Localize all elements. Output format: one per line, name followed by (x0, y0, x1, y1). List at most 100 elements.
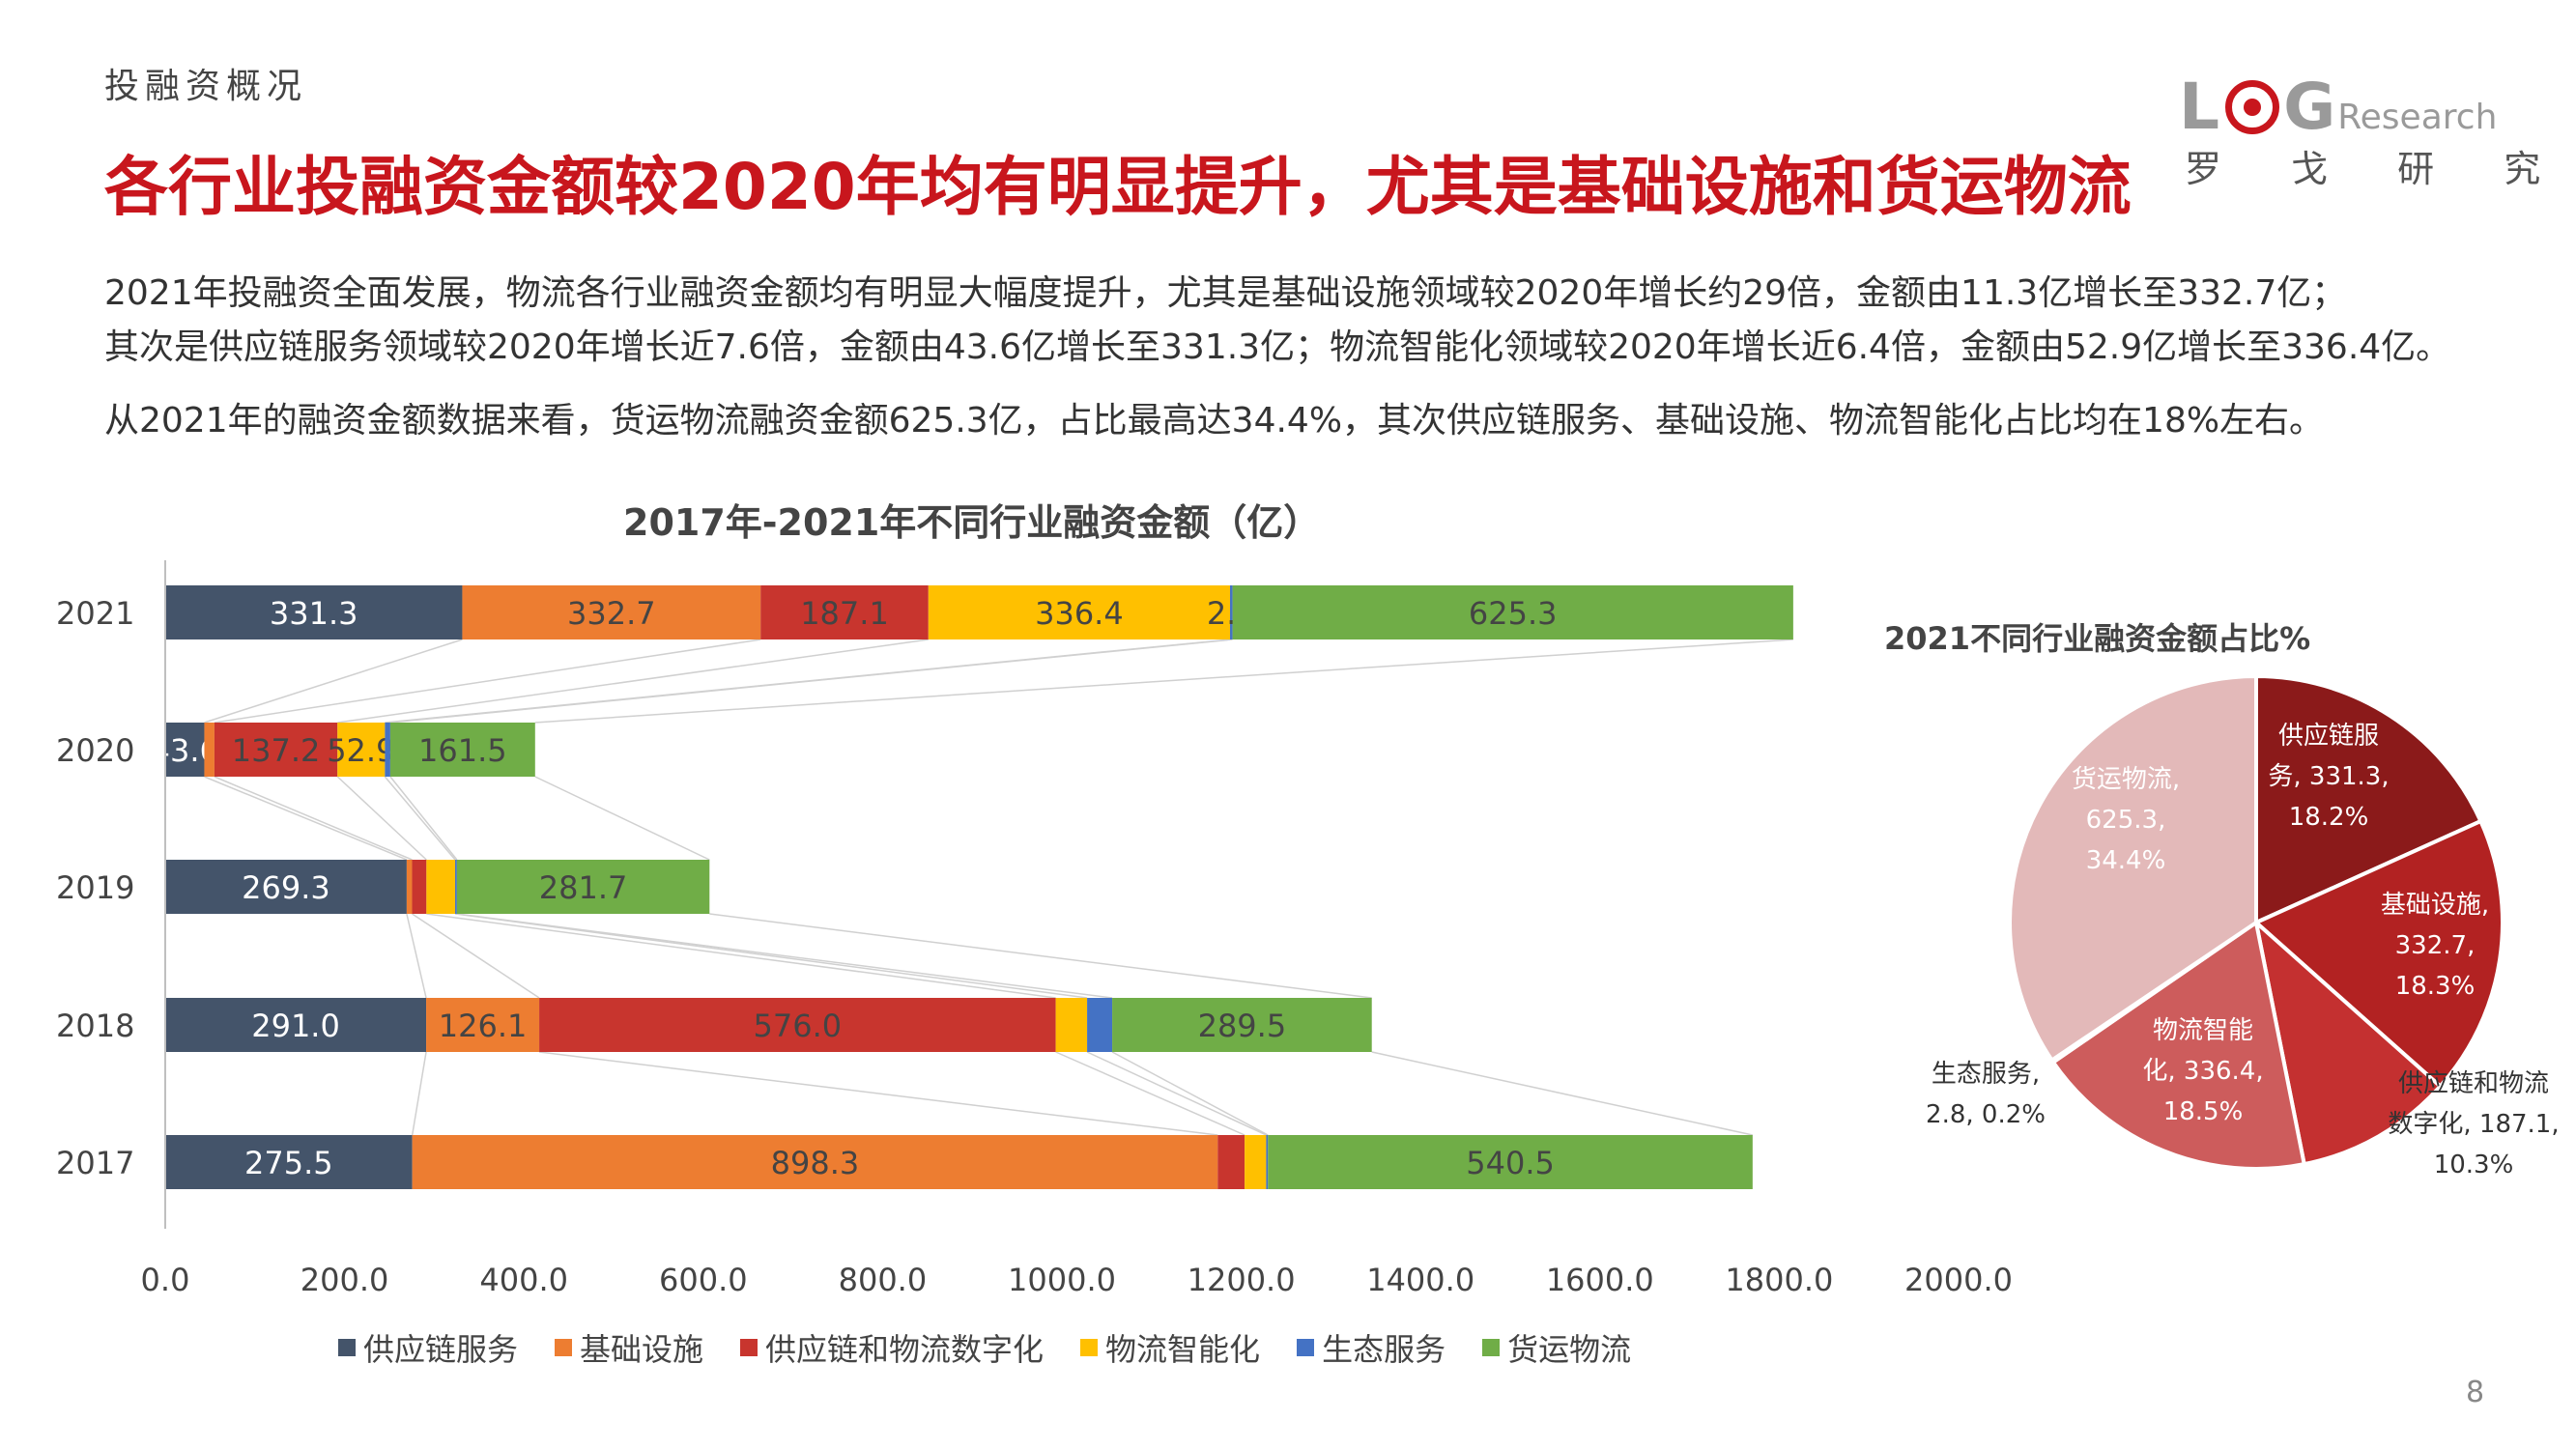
bar-series-connector (534, 639, 1793, 724)
bar-connector-lines (204, 639, 1793, 1136)
legend-label: 供应链服务 (363, 1331, 519, 1368)
pie-data-label-line: 货运物流, (2072, 765, 2180, 794)
bar-segment-2021-series-5 (1230, 585, 1233, 639)
bar-segment-2018-series-5 (1087, 998, 1113, 1052)
summary-paragraph-2: 从2021年的融资金额数据来看，货运物流融资金额625.3亿，占比最高达34.4… (104, 401, 2325, 440)
pie-data-label-line: 务, 331.3, (2268, 762, 2389, 791)
bar-series-connector (456, 913, 1113, 999)
pie-data-label: 供应链服务, 331.3, 18.2% (2268, 722, 2389, 832)
legend-label: 货运物流 (1507, 1331, 1632, 1368)
bar-segment-2018-series-6 (1112, 998, 1372, 1052)
logo-subtitle: 罗 戈 研 究 (2185, 148, 2570, 190)
pie-data-label-line: 数字化, 187.1, (2388, 1110, 2559, 1139)
bar-data-label: 281.7 (539, 869, 628, 906)
legend-item: 物流智能化 (1080, 1325, 1260, 1370)
bar-chart-bars: 331.3 332.7 187.1 336.4 2.8 625.343.6 137.2 52.… (151, 585, 1793, 1189)
bar-series-connector (204, 639, 463, 724)
bar-data-label: 126.1 (439, 1008, 528, 1044)
bar-x-tick-label: 1600.0 (1546, 1262, 1654, 1298)
bar-segment-2020-series-2 (204, 723, 215, 777)
bar-series-connector (426, 913, 1056, 999)
bar-category-label: 2019 (56, 869, 134, 906)
logo-wordmark: L GResearch (2179, 70, 2497, 144)
bar-data-label: 291.0 (251, 1008, 340, 1044)
bar-segment-2017-series-2 (412, 1135, 1218, 1189)
bar-series-connector (389, 639, 1233, 724)
bar-series-connector (412, 913, 540, 999)
bar-segment-2021-series-2 (462, 585, 761, 639)
bar-series-connector (709, 913, 1372, 999)
bar-segment-2020-series-3 (214, 723, 338, 777)
bar-series-connector (534, 776, 710, 861)
bar-segment-2021-series-4 (928, 585, 1230, 639)
pie-data-label: 生态服务, 2.8, 0.2% (1926, 1060, 2046, 1129)
pie-slice-6 (2008, 673, 2258, 1064)
pie-data-label-line: 生态服务, (1932, 1060, 2040, 1089)
legend-item: 生态服务 (1297, 1325, 1445, 1370)
legend-swatch (1297, 1339, 1315, 1356)
bar-segment-2019-series-2 (406, 860, 413, 914)
bar-segment-2020-series-6 (389, 723, 535, 777)
bar-segment-2019-series-3 (412, 860, 427, 914)
bar-series-connector (406, 913, 427, 999)
logo-letter-g: G (2283, 70, 2338, 144)
bar-data-label: 625.3 (1469, 595, 1558, 632)
bar-series-connector (336, 776, 427, 861)
pie-data-label-line: 供应链和物流 (2398, 1069, 2549, 1098)
bar-series-connector (384, 776, 456, 861)
bar-x-tick-label: 400.0 (479, 1262, 568, 1298)
bar-segment-2017-series-6 (1268, 1135, 1753, 1189)
pie-data-label-line: 332.7, (2395, 931, 2476, 960)
pie-data-label-line: 34.4% (2086, 846, 2166, 875)
bar-series-connector (1371, 1051, 1753, 1136)
bar-series-connector (1055, 1051, 1245, 1136)
bar-series-connector (411, 1051, 427, 1136)
page-headline: 各行业投融资金额较2020年均有明显提升，尤其是基础设施和货运物流 (104, 150, 2132, 224)
pie-data-label: 物流智能化, 336.4, 18.5% (2142, 1016, 2263, 1126)
bar-segment-2018-series-4 (1055, 998, 1088, 1052)
bar-x-tick-label: 2000.0 (1904, 1262, 2013, 1298)
bar-data-label: 275.5 (244, 1145, 333, 1181)
bar-segment-2019-series-6 (456, 860, 710, 914)
bar-series-connector (214, 639, 761, 724)
pie-data-label-line: 化, 336.4, (2142, 1057, 2263, 1086)
legend-label: 供应链和物流数字化 (765, 1331, 1045, 1368)
bar-data-label: 269.3 (242, 869, 330, 906)
bar-data-label: 331.3 (270, 595, 358, 632)
logo: L GResearch 罗 戈 研 究 (2179, 70, 2540, 190)
bar-segment-2019-series-5 (455, 860, 457, 914)
pie-data-label-line: 18.5% (2163, 1097, 2244, 1126)
summary-line-2: 其次是供应链服务领域较2020年增长近7.6倍，金额由43.6亿增长至331.3… (104, 327, 2451, 367)
bar-data-label: 137.2 (232, 732, 321, 769)
bar-x-tick-label: 600.0 (659, 1262, 748, 1298)
bar-segment-2019-series-4 (426, 860, 456, 914)
summary-line-1: 2021年投融资全面发展，物流各行业融资金额均有明显大幅度提升，尤其是基础设施领… (104, 273, 2347, 313)
bar-data-label: 336.4 (1035, 595, 1124, 632)
bar-segment-2020-series-5 (385, 723, 390, 777)
bar-data-label: 898.3 (771, 1145, 860, 1181)
pie-slice-3 (2252, 917, 2444, 1167)
pie-data-label-line: 625.3, (2086, 806, 2166, 835)
bar-series-connector (1111, 1051, 1269, 1136)
bar-segment-2021-series-6 (1232, 585, 1793, 639)
bar-data-label: 576.0 (754, 1008, 843, 1044)
legend-swatch (555, 1339, 573, 1356)
legend-label: 基础设施 (580, 1331, 704, 1368)
bar-segment-2018-series-2 (426, 998, 540, 1052)
legend-swatch (740, 1339, 758, 1356)
pie-chart-title: 2021不同行业融资金额占比% (1884, 620, 2311, 657)
bar-x-tick-label: 200.0 (301, 1262, 389, 1298)
bar-segment-2018-series-1 (165, 998, 427, 1052)
bar-series-connector (538, 1051, 1218, 1136)
bar-data-label: 540.5 (1466, 1145, 1555, 1181)
bar-segment-2021-series-1 (165, 585, 463, 639)
legend-swatch (338, 1339, 356, 1356)
pie-slice-2 (2252, 818, 2504, 1090)
bar-category-label: 2021 (56, 595, 134, 632)
bar-segment-2018-series-3 (539, 998, 1056, 1052)
bar-category-label: 2018 (56, 1008, 134, 1044)
pie-data-label: 货运物流, 625.3, 34.4% (2072, 765, 2180, 875)
bar-series-connector (1086, 1051, 1267, 1136)
bar-data-label: 332.7 (567, 595, 656, 632)
summary-paragraph-1: 2021年投融资全面发展，物流各行业融资金额均有明显大幅度提升，尤其是基础设施领… (104, 267, 2450, 375)
